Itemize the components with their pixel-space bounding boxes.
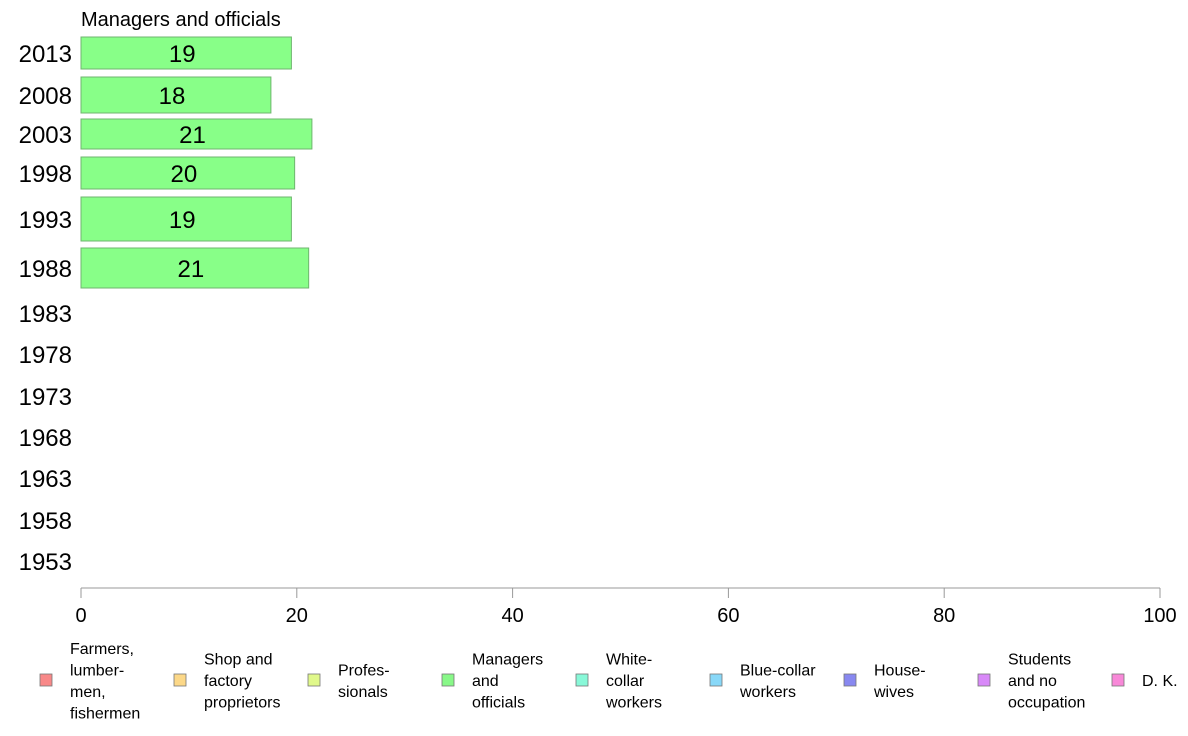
- legend-label-6-line-0: House-: [874, 662, 926, 679]
- bar-2013: [80, 36, 292, 70]
- year-label-1998: 1998: [19, 161, 72, 188]
- legend-label-8-line-0: D. K.: [1142, 673, 1178, 690]
- legend-label-5-line-0: Blue-collar: [740, 662, 816, 679]
- x-tick-label-40: 40: [501, 605, 523, 627]
- bar-value-2008: 18: [159, 83, 186, 110]
- legend-label-4-line-1: collar: [606, 673, 645, 690]
- bar-2003: [80, 118, 313, 150]
- bar-value-2013: 19: [169, 41, 196, 68]
- legend-swatch-1: [173, 673, 187, 687]
- legend-label-0-line-3: fishermen: [70, 705, 140, 722]
- bar-1998: [80, 156, 296, 190]
- year-label-1988: 1988: [19, 256, 72, 283]
- legend-label-1-line-0: Shop and: [204, 652, 273, 669]
- year-label-1968: 1968: [19, 425, 72, 452]
- year-labels-group: 2013 2008 2003 1998 1993 1988 1983 1978 1973 1968…: [19, 41, 72, 576]
- chart-title: Managers and officials: [81, 9, 281, 31]
- legend-label-7-line-2: occupation: [1008, 695, 1085, 712]
- legend-swatch-6: [843, 673, 857, 687]
- year-label-2008: 2008: [19, 83, 72, 110]
- year-label-1958: 1958: [19, 508, 72, 535]
- bar-value-1993: 19: [169, 207, 196, 234]
- legend-label-4-line-0: White-: [606, 652, 652, 669]
- legend-label-3-line-1: and: [472, 673, 499, 690]
- bar-value-1998: 20: [170, 161, 197, 188]
- bar-value-1988: 21: [177, 256, 204, 283]
- year-label-1993: 1993: [19, 207, 72, 234]
- legend-label-1-line-2: proprietors: [204, 695, 280, 712]
- x-axis: 0 20 40 60 80 100: [75, 587, 1177, 627]
- year-label-2003: 2003: [19, 122, 72, 149]
- legend-label-0-line-2: men,: [70, 684, 106, 701]
- legend-label-3-line-2: officials: [472, 695, 525, 712]
- legend-swatch-5: [709, 673, 723, 687]
- legend-label-1-line-1: factory: [204, 673, 252, 690]
- year-label-2013: 2013: [19, 41, 72, 68]
- bars-group: 19 18 21 20 19 21: [80, 36, 313, 289]
- legend-swatch-3: [441, 673, 455, 687]
- legend-label-7-line-0: Students: [1008, 652, 1071, 669]
- bar-value-2003: 21: [179, 122, 206, 149]
- legend-label-7-line-1: and no: [1008, 673, 1057, 690]
- legend-label-5-line-1: workers: [739, 684, 796, 701]
- bar-1988: [80, 247, 310, 289]
- legend-label-3-line-0: Managers: [472, 652, 543, 669]
- bar-1993: [80, 196, 292, 242]
- legend: Farmers, lumber-men, fishermen Shop and fact…: [39, 641, 1178, 722]
- year-label-1963: 1963: [19, 466, 72, 493]
- legend-swatch-0: [39, 673, 53, 687]
- legend-label-0-line-0: Farmers,: [70, 641, 134, 658]
- x-tick-label-80: 80: [933, 605, 955, 627]
- legend-swatch-2: [307, 673, 321, 687]
- legend-label-0-line-1: lumber-: [70, 662, 124, 679]
- x-tick-label-60: 60: [717, 605, 739, 627]
- year-label-1983: 1983: [19, 301, 72, 328]
- x-tick-label-0: 0: [75, 605, 86, 627]
- legend-label-4-line-2: workers: [605, 695, 662, 712]
- year-label-1978: 1978: [19, 342, 72, 369]
- legend-swatch-4: [575, 673, 589, 687]
- x-tick-label-20: 20: [286, 605, 308, 627]
- year-label-1973: 1973: [19, 384, 72, 411]
- legend-label-2-line-0: Profes-: [338, 662, 390, 679]
- legend-swatch-7: [977, 673, 991, 687]
- year-label-1953: 1953: [19, 549, 72, 576]
- bar-2008: [80, 76, 272, 114]
- legend-swatch-8: [1111, 673, 1125, 687]
- legend-label-2-line-1: sionals: [338, 684, 388, 701]
- x-tick-label-100: 100: [1143, 605, 1176, 627]
- legend-label-6-line-1: wives: [873, 684, 914, 701]
